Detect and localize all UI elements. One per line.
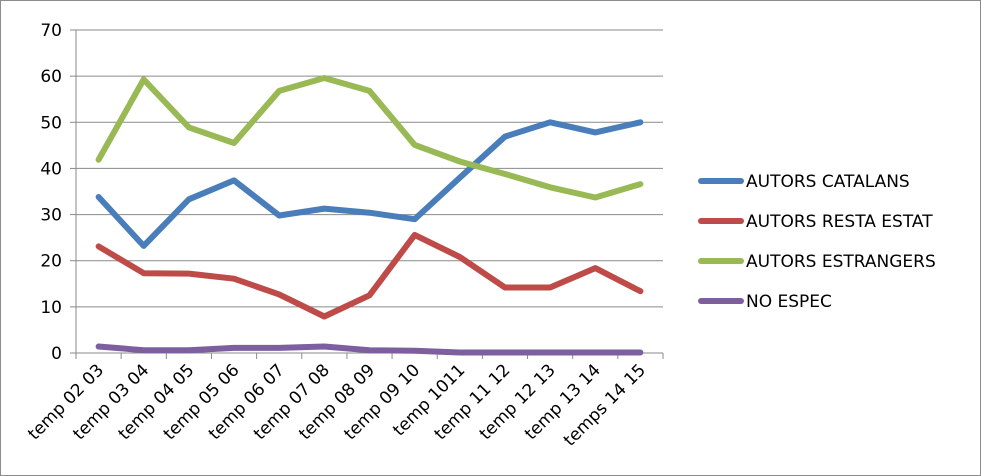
y-axis: 0 10 20 30 40 50 60 70 xyxy=(40,21,77,364)
series-line-4 xyxy=(95,343,644,356)
legend-label: AUTORS CATALANS xyxy=(746,172,910,192)
legend-label: AUTORS ESTRANGERS xyxy=(746,252,936,272)
y-tick-label: 30 xyxy=(40,206,62,226)
legend-label: NO ESPEC xyxy=(746,292,832,312)
y-tick-label: 60 xyxy=(40,67,62,87)
legend-label: AUTORS RESTA ESTAT xyxy=(746,212,933,232)
y-tick-label: 50 xyxy=(40,113,62,133)
series-lines xyxy=(95,75,644,356)
y-tick-label: 10 xyxy=(40,298,62,318)
series-line-2 xyxy=(95,231,644,320)
y-tick-label: 0 xyxy=(51,344,62,364)
y-tick-label: 20 xyxy=(40,252,62,272)
series-line-1 xyxy=(95,119,644,249)
y-tick-label: 70 xyxy=(40,21,62,41)
gridlines xyxy=(76,29,663,308)
series-line-3 xyxy=(95,75,644,201)
legend: AUTORS CATALANS AUTORS RESTA ESTAT AUTORS … xyxy=(698,172,936,312)
y-tick-label: 40 xyxy=(40,159,62,179)
